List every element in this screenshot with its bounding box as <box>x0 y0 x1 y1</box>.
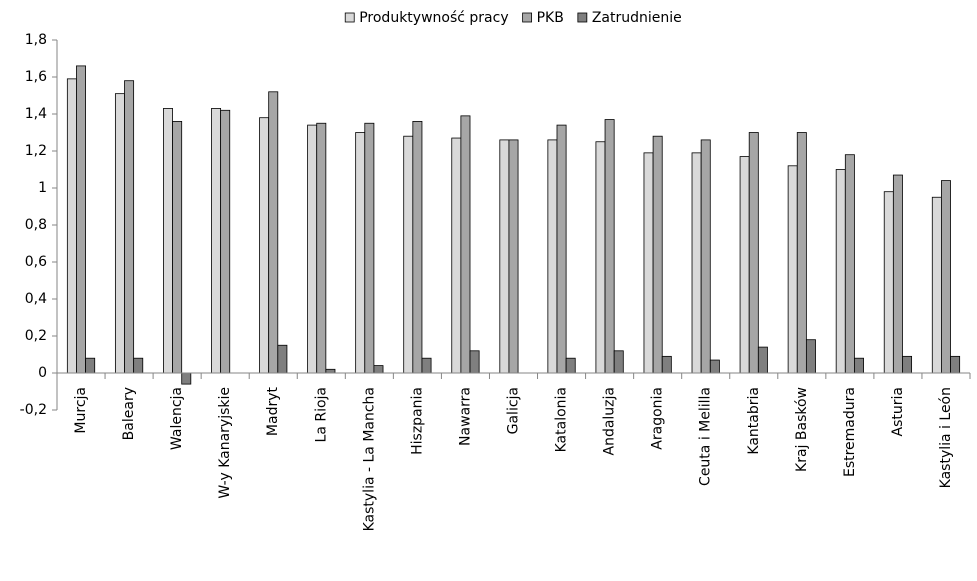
bar <box>277 344 288 374</box>
bar <box>902 355 913 374</box>
x-tick-label: W-y Kanaryjskie <box>217 387 233 499</box>
bar <box>883 191 894 374</box>
bar <box>757 346 768 374</box>
bar <box>181 372 192 385</box>
bar <box>211 108 222 374</box>
bar <box>739 156 750 374</box>
y-tick-label: 0,2 <box>25 328 47 344</box>
bar <box>556 124 567 374</box>
x-tick-label: Hiszpania <box>409 387 425 455</box>
legend-swatch <box>344 12 355 23</box>
x-tick-label: Walencja <box>169 387 185 450</box>
legend-swatch <box>522 12 533 23</box>
x-tick-label: Madryt <box>265 386 281 436</box>
y-tick-label: 1,8 <box>25 32 47 48</box>
bar <box>76 65 86 374</box>
bar <box>643 152 654 374</box>
x-tick-label: Asturia <box>890 387 906 436</box>
y-tick-label: 0 <box>38 365 47 381</box>
bar <box>844 154 855 374</box>
bar <box>460 115 471 374</box>
y-tick-label: -0,2 <box>20 402 47 418</box>
bar <box>114 93 125 374</box>
bar <box>604 119 615 374</box>
x-tick-label: Andaluzja <box>602 387 618 456</box>
bar <box>854 357 864 374</box>
bar <box>316 122 327 374</box>
x-tick-label: Baleary <box>121 387 137 440</box>
bar <box>892 174 903 374</box>
bar <box>700 139 711 374</box>
x-tick-label: Murcja <box>73 387 89 434</box>
y-tick-label: 0,4 <box>25 291 47 307</box>
x-tick-label: Galicja <box>506 387 522 434</box>
bar <box>613 350 624 374</box>
bar <box>469 350 480 374</box>
x-tick-label: Nawarra <box>457 387 473 446</box>
bar <box>451 137 462 374</box>
y-tick-label: 1 <box>38 180 47 196</box>
bar <box>499 139 510 374</box>
bar <box>565 357 576 374</box>
bar <box>691 152 702 374</box>
x-tick-label: Kastylia i León <box>938 387 954 488</box>
bar <box>403 135 414 374</box>
legend-label: Produktywność pracy <box>359 10 508 26</box>
bar <box>595 141 606 374</box>
bar <box>355 132 366 374</box>
bar <box>547 139 558 374</box>
bar <box>220 109 231 374</box>
x-tick-label: Katalonia <box>554 387 570 452</box>
bar <box>661 355 672 374</box>
bar <box>85 357 96 374</box>
bar <box>268 91 279 374</box>
bar <box>421 357 432 374</box>
bar <box>748 132 759 374</box>
bar <box>805 339 816 374</box>
bar <box>172 121 183 374</box>
bar <box>508 139 519 374</box>
bar <box>709 359 720 374</box>
bar <box>787 165 798 374</box>
bar <box>941 180 951 374</box>
bar <box>796 132 807 374</box>
bar <box>307 124 318 374</box>
x-tick-label: Kastylia - La Mancha <box>361 387 377 531</box>
bar <box>835 169 846 374</box>
x-tick-label: Kantabria <box>746 387 762 455</box>
bar <box>652 135 663 374</box>
bar <box>133 357 144 374</box>
x-tick-label: La Rioja <box>313 387 329 442</box>
bar <box>325 368 336 374</box>
legend-label: Zatrudnienie <box>592 10 682 26</box>
bar <box>931 196 942 374</box>
bar <box>364 122 375 374</box>
bar <box>66 78 77 374</box>
y-tick-label: 0,6 <box>25 254 47 270</box>
y-tick-label: 1,6 <box>25 69 47 85</box>
bar <box>124 80 135 374</box>
x-tick-label: Estremadura <box>842 387 858 477</box>
bar <box>950 355 961 374</box>
x-tick-label: Ceuta i Melilla <box>698 387 714 486</box>
bar <box>412 121 423 374</box>
y-tick-label: 0,8 <box>25 217 47 233</box>
x-tick-label: Kraj Basków <box>794 387 810 472</box>
bar <box>163 108 173 374</box>
bar <box>373 365 384 374</box>
legend-swatch <box>577 12 588 23</box>
y-tick-label: 1,2 <box>25 143 47 159</box>
x-tick-label: Aragonia <box>650 387 666 450</box>
y-tick-label: 1,4 <box>25 106 47 122</box>
bar <box>259 117 270 374</box>
legend-label: PKB <box>537 10 564 26</box>
